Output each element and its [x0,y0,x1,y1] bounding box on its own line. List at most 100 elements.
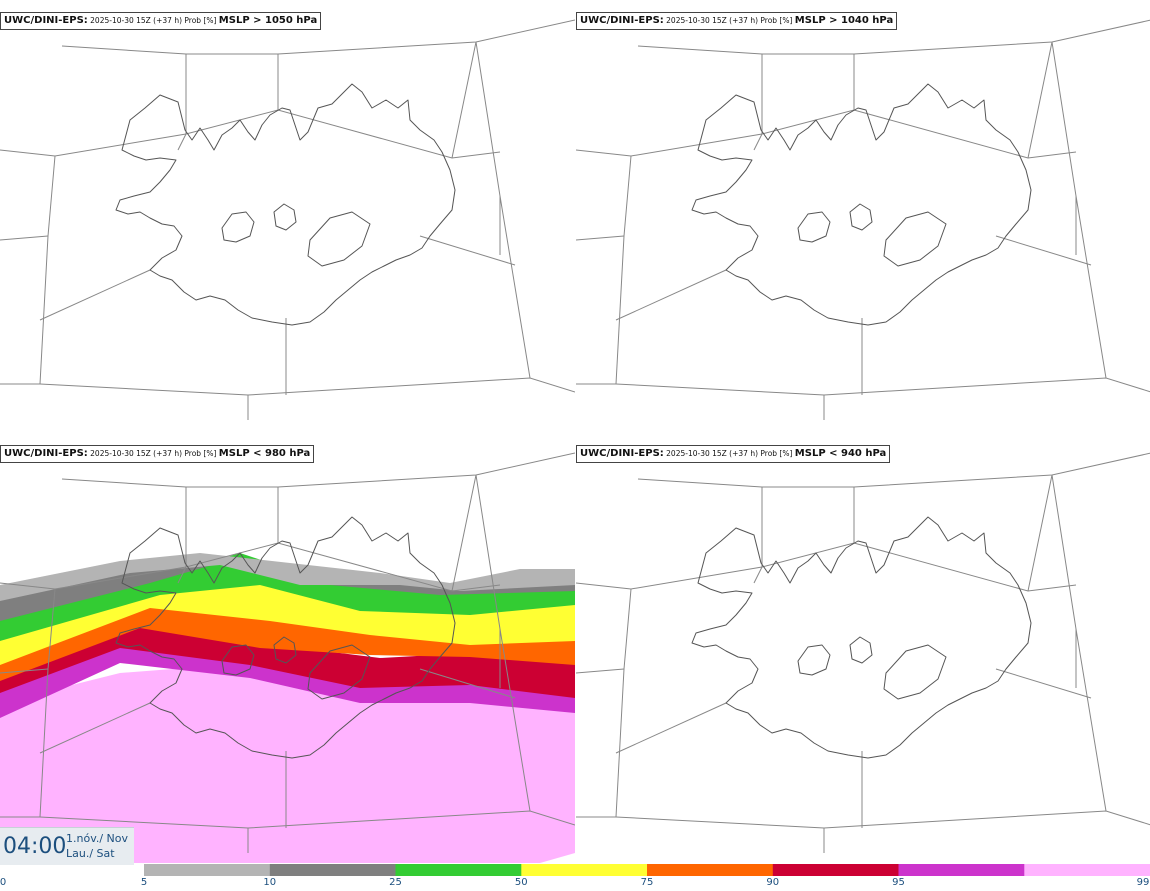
graticule-line [419,235,516,266]
coastline [115,83,456,326]
coastline [883,211,947,267]
colorbar-segment [144,864,271,876]
colorbar-segment [1024,864,1150,876]
coastline [691,83,1032,326]
threshold-label: MSLP > 1050 hPa [218,15,318,26]
run-info: 2025-10-30 15Z (+37 h) Prob [%] [87,449,219,458]
graticule-line [39,155,56,385]
colorbar-tick-label: 25 [389,877,402,888]
iceland-map [576,452,1150,853]
coastline [849,203,873,231]
run-info: 2025-10-30 15Z (+37 h) Prob [%] [87,16,219,25]
graticule-line [615,377,1150,396]
graticule-line [615,155,632,385]
valid-date: 1.nóv./ Nov [66,832,129,845]
model-name: UWC/DINI-EPS: [580,15,664,26]
graticule-line [753,54,763,151]
colorbar-segment [772,864,900,876]
map-panel-1050: UWC/DINI-EPS: 2025-10-30 15Z (+37 h) Pro… [0,0,575,430]
colorbar-tick-label: 90 [766,877,780,888]
graticule-line [576,109,1077,159]
panel-title: UWC/DINI-EPS: 2025-10-30 15Z (+37 h) Pro… [0,12,322,30]
iceland-map [0,452,575,863]
colorbar-segment [898,864,1025,876]
graticule-line [177,54,187,151]
graticule-line [419,668,516,699]
panel-title: UWC/DINI-EPS: 2025-10-30 15Z (+37 h) Pro… [0,445,315,463]
model-name: UWC/DINI-EPS: [4,15,88,26]
graticule-line [637,19,1150,55]
graticule-line [615,269,727,321]
probability-band [0,557,575,621]
coastline [797,644,831,676]
iceland-map [576,19,1150,420]
graticule-line [615,588,632,818]
threshold-label: MSLP > 1040 hPa [794,15,894,26]
run-info: 2025-10-30 15Z (+37 h) Prob [%] [663,16,795,25]
graticule-line [61,19,575,55]
panel-title: UWC/DINI-EPS: 2025-10-30 15Z (+37 h) Pro… [576,445,891,463]
colorbar-tick-label: 0 [0,877,7,888]
coastline [307,211,371,267]
graticule-line [753,487,763,584]
colorbar-segment [395,864,522,876]
run-info: 2025-10-30 15Z (+37 h) Prob [%] [663,449,795,458]
map-panel-1040: UWC/DINI-EPS: 2025-10-30 15Z (+37 h) Pro… [576,0,1150,430]
probability-band [0,605,575,681]
graticule-line [0,668,49,674]
graticule-line [39,702,151,754]
probability-band [0,663,575,863]
graticule-line [0,235,49,241]
colorbar-segment [647,864,774,876]
graticule-line [39,377,575,396]
model-name: UWC/DINI-EPS: [580,448,664,459]
valid-hour: 04:00 [3,834,67,859]
threshold-label: MSLP < 980 hPa [218,448,311,459]
colorbar-tick-label: 5 [140,877,148,888]
graticule-line [61,452,575,488]
coastline [273,203,297,231]
valid-weekday: Lau./ Sat [66,847,115,860]
coastline [797,211,831,243]
coastline [691,516,1032,759]
coastline [115,516,456,759]
colorbar-segment [521,864,648,876]
graticule-line [995,235,1092,266]
colorbar-tick-label: 75 [640,877,654,888]
graticule-line [1027,474,1107,812]
graticule-line [1027,41,1107,379]
panel-title: UWC/DINI-EPS: 2025-10-30 15Z (+37 h) Pro… [576,12,898,30]
graticule-line [451,41,531,379]
probability-band [0,553,575,601]
coastline [849,636,873,664]
map-panel-980: UWC/DINI-EPS: 2025-10-30 15Z (+37 h) Pro… [0,433,575,863]
colorbar-tick-label: 10 [263,877,277,888]
coastline [221,211,255,243]
colorbar-tick-label: 95 [892,877,905,888]
graticule-line [39,269,151,321]
colorbar-segment [269,864,397,876]
graticule-line [39,810,575,829]
graticule-line [615,810,1150,829]
graticule-line [615,702,727,754]
coastline [307,644,371,700]
map-panel-940: UWC/DINI-EPS: 2025-10-30 15Z (+37 h) Pro… [576,433,1150,863]
probability-colorbar [144,864,1150,876]
colorbar-tick-label: 50 [514,877,528,888]
graticule-line [576,542,1077,592]
graticule-line [576,668,625,674]
graticule-line [995,668,1092,699]
coastline [883,644,947,700]
coastline [273,636,297,664]
graticule-line [0,542,501,592]
graticule-line [576,235,625,241]
graticule-line [637,452,1150,488]
iceland-map [0,19,575,420]
model-name: UWC/DINI-EPS: [4,448,88,459]
threshold-label: MSLP < 940 hPa [794,448,887,459]
graticule-line [177,487,187,584]
probability-band [0,581,575,665]
coastline [221,644,255,676]
probability-band [0,633,575,718]
valid-time-box: 04:00 1.nóv./ Nov Lau./ Sat [0,827,134,865]
